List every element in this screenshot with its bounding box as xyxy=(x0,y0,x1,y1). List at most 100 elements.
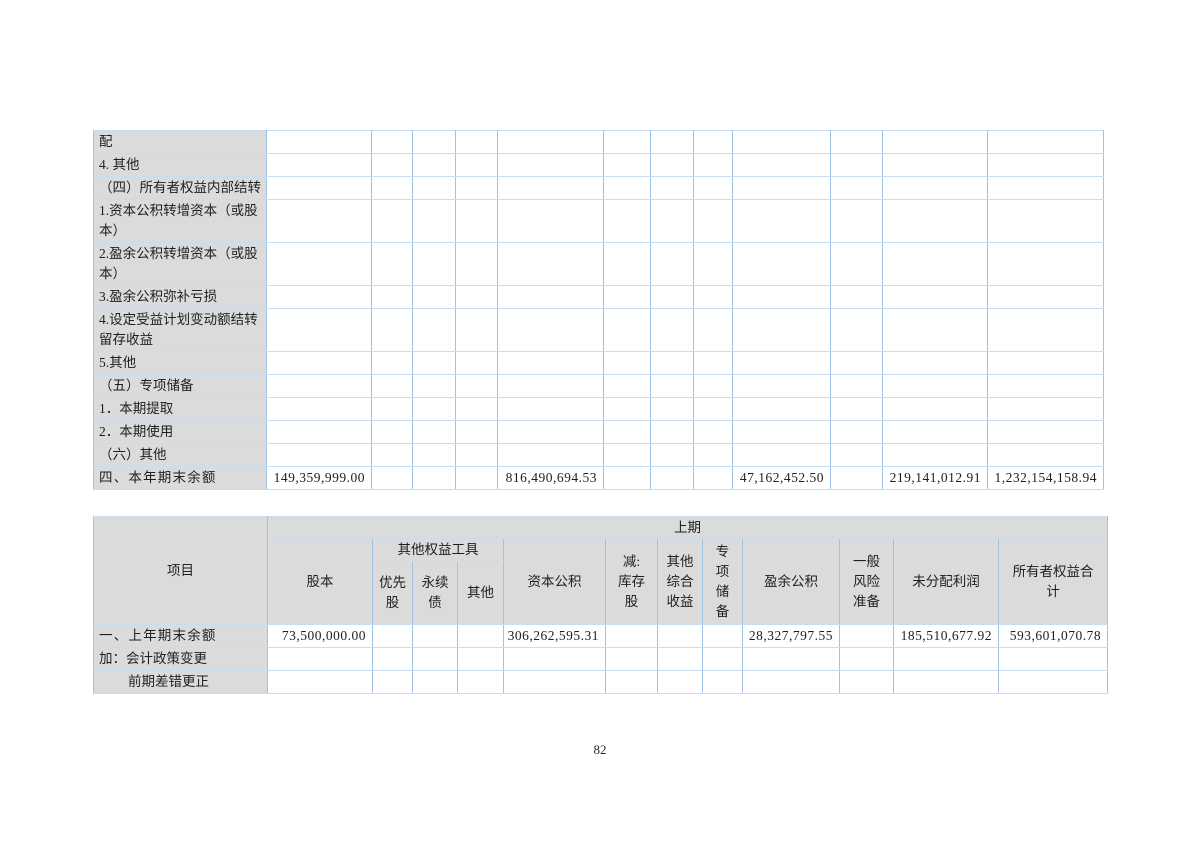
value-cell xyxy=(603,443,651,467)
value-cell xyxy=(455,176,498,200)
header-preferred-shares: 优先 股 xyxy=(372,561,413,625)
value-cell xyxy=(371,397,413,421)
header-prior-period: 上期 xyxy=(266,516,1109,539)
value-cell xyxy=(830,130,883,154)
value-cell xyxy=(457,624,504,648)
value-cell xyxy=(830,374,883,398)
value-cell xyxy=(371,153,413,177)
value-cell xyxy=(650,308,694,352)
value-cell xyxy=(497,153,604,177)
value-cell xyxy=(732,176,831,200)
value-cell xyxy=(702,670,743,694)
value-cell xyxy=(732,199,831,243)
value-cell xyxy=(830,285,883,309)
value-cell xyxy=(882,153,988,177)
value-cell xyxy=(987,443,1104,467)
value-cell: 306,262,595.31 xyxy=(503,624,606,648)
value-cell xyxy=(997,670,1109,694)
value-cell xyxy=(266,285,372,309)
row-label: 5.其他 xyxy=(93,351,267,375)
value-cell xyxy=(693,130,733,154)
value-cell xyxy=(412,647,458,671)
value-cell xyxy=(650,420,694,444)
value-cell xyxy=(882,443,988,467)
value-cell xyxy=(412,397,456,421)
row-label: 前期差错更正 xyxy=(93,670,268,694)
value-cell xyxy=(412,153,456,177)
value-cell xyxy=(693,153,733,177)
value-cell xyxy=(455,351,498,375)
value-cell xyxy=(732,397,831,421)
value-cell xyxy=(266,397,372,421)
value-cell xyxy=(371,308,413,352)
value-cell xyxy=(497,351,604,375)
value-cell xyxy=(997,647,1109,671)
table-row: 前期差错更正 xyxy=(93,670,1109,694)
value-cell xyxy=(371,130,413,154)
value-cell xyxy=(266,153,372,177)
value-cell xyxy=(830,176,883,200)
row-label: 1.资本公积转增资本（或股本） xyxy=(93,199,267,243)
value-cell xyxy=(732,374,831,398)
value-cell xyxy=(266,308,372,352)
row-label: 2．本期使用 xyxy=(93,420,267,444)
value-cell xyxy=(603,420,651,444)
value-cell xyxy=(371,285,413,309)
value-cell xyxy=(742,670,840,694)
table-row: （四）所有者权益内部结转 xyxy=(93,176,1104,200)
value-cell xyxy=(839,647,894,671)
value-cell xyxy=(603,176,651,200)
header-capital-reserve: 资本公积 xyxy=(503,538,606,625)
value-cell xyxy=(603,242,651,286)
value-cell xyxy=(702,624,743,648)
value-cell xyxy=(497,420,604,444)
table-row: 4. 其他 xyxy=(93,153,1104,177)
header-row-subcolumns: 优先 股 永续 债 其他 xyxy=(94,561,1108,625)
value-cell xyxy=(987,153,1104,177)
header-other-instruments: 其他 xyxy=(457,561,504,625)
value-cell xyxy=(371,466,413,490)
value-cell xyxy=(987,374,1104,398)
value-cell xyxy=(830,153,883,177)
table-row: 5.其他 xyxy=(93,351,1104,375)
header-total-owners-equity: 所有者权益合 计 xyxy=(997,538,1109,625)
value-cell xyxy=(412,130,456,154)
value-cell xyxy=(882,308,988,352)
value-cell xyxy=(650,176,694,200)
value-cell xyxy=(650,285,694,309)
table-row: 1.资本公积转增资本（或股本） xyxy=(93,199,1104,243)
table-row: 一、上年期末余额 73,500,000.00 306,262,595.31 28,32… xyxy=(93,624,1109,648)
value-cell xyxy=(650,351,694,375)
value-cell xyxy=(732,242,831,286)
table-row: 1．本期提取 xyxy=(93,397,1104,421)
value-cell xyxy=(412,176,456,200)
table-row: 2.盈余公积转增资本（或股本） xyxy=(93,242,1104,286)
value-cell xyxy=(693,397,733,421)
value-cell xyxy=(987,176,1104,200)
value-cell xyxy=(603,308,651,352)
value-cell xyxy=(371,199,413,243)
value-cell xyxy=(412,374,456,398)
value-cell xyxy=(882,199,988,243)
value-cell xyxy=(830,242,883,286)
value-cell xyxy=(603,199,651,243)
value-cell xyxy=(650,130,694,154)
value-cell xyxy=(372,624,413,648)
header-other-comprehensive-income: 其他 综合 收益 xyxy=(657,538,703,625)
value-cell xyxy=(830,308,883,352)
value-cell xyxy=(266,199,372,243)
value-cell xyxy=(455,308,498,352)
value-cell xyxy=(839,624,894,648)
value-cell xyxy=(732,153,831,177)
value-cell xyxy=(266,242,372,286)
value-cell xyxy=(455,199,498,243)
value-cell xyxy=(732,130,831,154)
value-cell xyxy=(605,647,658,671)
value-cell xyxy=(650,153,694,177)
header-less-treasury-shares: 减: 库存 股 xyxy=(605,538,658,625)
value-cell xyxy=(497,242,604,286)
value-cell xyxy=(732,308,831,352)
value-cell: 73,500,000.00 xyxy=(267,624,373,648)
page-number: 82 xyxy=(593,742,607,757)
value-cell xyxy=(693,420,733,444)
